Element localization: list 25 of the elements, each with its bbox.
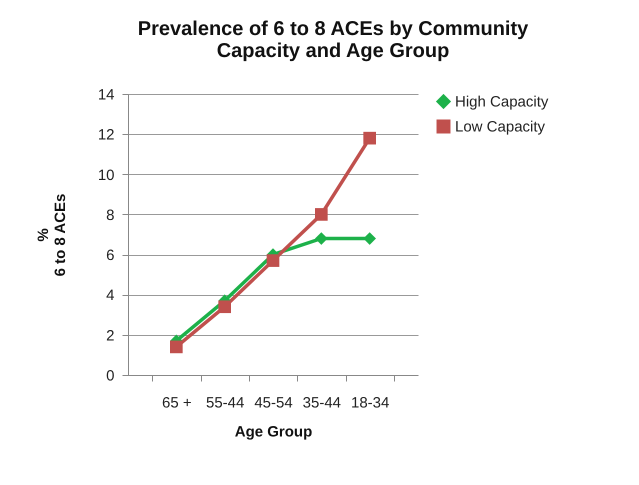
y-tick-label: 8 [106, 206, 114, 224]
point [170, 340, 183, 354]
y-axis-title: % 6 to 8 ACEs [34, 194, 69, 276]
x-axis-title: Age Group [234, 424, 312, 440]
y-tick-label: 0 [106, 368, 114, 384]
point [218, 300, 231, 314]
y-tick-label: 10 [98, 166, 114, 184]
legend-label: High Capacity [455, 94, 549, 110]
point [266, 254, 280, 267]
point [363, 132, 376, 144]
point [363, 232, 376, 245]
x-tick-label: 45-54 [254, 394, 293, 412]
x-tick-label: 65 + [162, 394, 192, 412]
y-tick-label: 2 [106, 327, 114, 344]
x-tick-label: 18-34 [350, 394, 390, 412]
x-tick-label: 35-44 [302, 394, 342, 412]
point [315, 208, 328, 221]
y-tick-label: 12 [98, 126, 114, 144]
y-tick-label: 6 [106, 247, 114, 264]
y-tick-label: 14 [98, 86, 114, 104]
chart-title: Prevalence of 6 to 8 ACEs by Community Capacity and Age Group [138, 18, 530, 62]
legend-label: Low Capacity [455, 118, 546, 136]
point [315, 232, 328, 245]
y-tick-label: 4 [106, 287, 114, 304]
x-tick-label: 55-44 [206, 394, 244, 412]
